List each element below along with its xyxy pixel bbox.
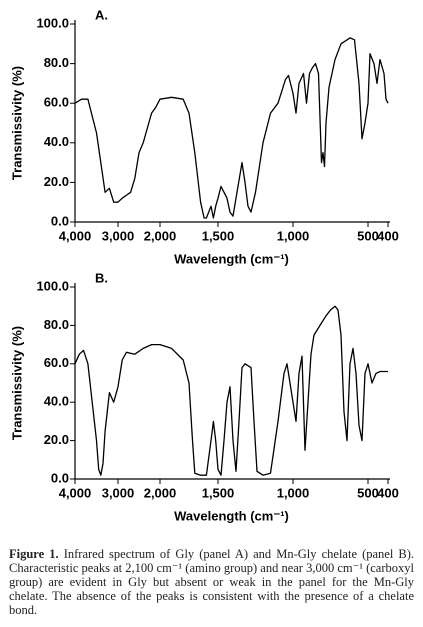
x-tick-label: 500 [357, 228, 379, 243]
x-tick-label: 400 [377, 485, 399, 500]
y-tick-label: 40.0 [44, 394, 69, 409]
x-tick-label: 2,000 [144, 228, 177, 243]
y-tick-label: 40.0 [44, 134, 69, 149]
x-tick-label: 500 [357, 485, 379, 500]
caption-label: Figure 1. [9, 547, 59, 561]
x-tick-label: 400 [377, 228, 399, 243]
figure: 0.0 20.0 40.0 60.0 80.0 100.0 4,000 3,000 2,000 1… [9, 7, 399, 523]
y-tick-label: 80.0 [44, 55, 69, 70]
x-tick-label: 1,500 [202, 485, 235, 500]
x-tick-label: 1,000 [277, 485, 310, 500]
y-tick-label: 20.0 [44, 174, 69, 189]
x-tick-label: 1,500 [202, 228, 235, 243]
y-tick-label: 80.0 [44, 317, 69, 332]
y-tick-label: 20.0 [44, 432, 69, 447]
y-axis-label: Transmissivity (%) [9, 66, 24, 180]
spectrum-line [74, 37, 389, 219]
panel-label: A. [95, 7, 108, 22]
x-tick-label: 4,000 [59, 485, 92, 500]
y-tick-label: 0.0 [51, 470, 69, 485]
y-tick-label: 60.0 [44, 95, 69, 110]
x-tick-label: 3,000 [102, 228, 135, 243]
y-axis-label: Transmissivity (%) [9, 326, 24, 440]
x-axis-label: Wavelength (cm⁻¹) [174, 251, 289, 266]
caption-text: Infrared spectrum of Gly (panel A) and M… [9, 547, 415, 617]
x-tick-label: 2,000 [144, 485, 177, 500]
x-tick-label: 3,000 [102, 485, 135, 500]
panel-label: B. [95, 270, 108, 285]
x-tick-label: 4,000 [59, 228, 92, 243]
x-axis-label: Wavelength (cm⁻¹) [174, 508, 289, 523]
x-tick-label: 1,000 [277, 228, 310, 243]
y-tick-label: 60.0 [44, 355, 69, 370]
y-tick-label: 100.0 [36, 278, 69, 293]
caption: Figure 1. Infrared spectrum of Gly (pane… [9, 547, 414, 617]
y-tick-label: 0.0 [51, 213, 69, 228]
y-tick-label: 100.0 [36, 15, 69, 30]
spectrum-line [74, 305, 388, 476]
